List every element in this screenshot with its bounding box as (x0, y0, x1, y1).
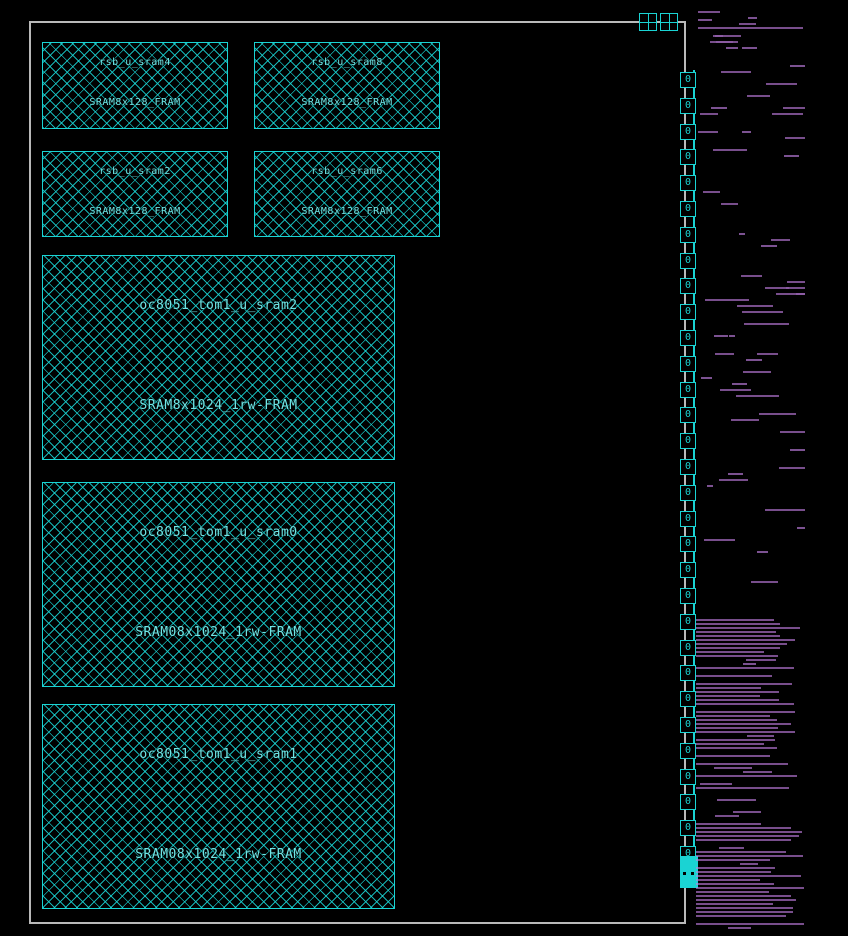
io-pad[interactable]: 0 (680, 433, 696, 449)
io-pad-label: 0 (684, 151, 692, 162)
io-pad[interactable]: 0 (680, 382, 696, 398)
io-pad[interactable]: 0 (680, 717, 696, 733)
sram-macro-rsb-u-sram2[interactable]: rsb_u_sram2 SRAM8x128_FRAM (42, 151, 228, 237)
sram-macro-rsb-u-sram6[interactable]: rsb_u_sram6 SRAM8x128_FRAM (254, 151, 440, 237)
corner-pad-icon[interactable] (639, 13, 657, 31)
io-pad-label: 0 (684, 203, 692, 214)
io-pad-label: 0 (684, 229, 692, 240)
macro-cell-label: SRAM8x1024_1rw-FRAM (139, 398, 298, 413)
io-pad[interactable]: 0 (680, 562, 696, 578)
io-pad-label: 0 (684, 642, 692, 653)
io-pad-label: 0 (684, 384, 692, 395)
io-pad[interactable]: 0 (680, 407, 696, 423)
io-pad-label: 0 (684, 487, 692, 498)
io-pad[interactable]: 0 (680, 691, 696, 707)
io-pad-label: 0 (684, 100, 692, 111)
macro-instance-label: oc8051_tom1_u_sram1 (139, 747, 298, 762)
macro-instance-label: rsb_u_sram2 (99, 166, 171, 177)
io-pad[interactable]: 0 (680, 149, 696, 165)
io-pad[interactable]: 0 (680, 253, 696, 269)
io-pad[interactable]: 0 (680, 201, 696, 217)
sram-macro-oc8051-u-sram1[interactable]: oc8051_tom1_u_sram1 SRAM08x1024_1rw-FRAM (42, 704, 395, 909)
io-pad-label: 0 (684, 564, 692, 575)
io-pad[interactable]: 0 (680, 459, 696, 475)
io-pad-label: 0 (684, 745, 692, 756)
io-pad-label: 0 (684, 409, 692, 420)
io-pad-label: 0 (684, 255, 692, 266)
io-pad-label: 0 (684, 461, 692, 472)
io-pad-label: 0 (684, 667, 692, 678)
macro-instance-label: oc8051_tom1_u_sram0 (139, 525, 298, 540)
io-pad[interactable]: 0 (680, 175, 696, 191)
io-pad[interactable]: 0 (680, 124, 696, 140)
io-pad[interactable]: 0 (680, 330, 696, 346)
io-pad-label: 0 (684, 848, 692, 859)
io-pad[interactable]: 0 (680, 356, 696, 372)
macro-instance-label: rsb_u_sram6 (311, 166, 383, 177)
power-rail (693, 70, 695, 888)
sram-macro-rsb-u-sram8[interactable]: rsb_u_sram8 SRAM8x128_FRAM (254, 42, 440, 129)
io-pad-label: 0 (684, 719, 692, 730)
macro-cell-label: SRAM08x1024_1rw-FRAM (135, 847, 302, 862)
io-pad[interactable]: 0 (680, 665, 696, 681)
macro-instance-label: rsb_u_sram4 (99, 57, 171, 68)
io-pad-label: 0 (684, 306, 692, 317)
io-pad-label: 0 (684, 616, 692, 627)
io-pad-label: 0 (684, 280, 692, 291)
io-pad-label: 0 (684, 822, 692, 833)
io-pad-label: 0 (684, 358, 692, 369)
io-pad[interactable]: 0 (680, 98, 696, 114)
io-pad[interactable]: 0 (680, 536, 696, 552)
macro-cell-label: SRAM8x128_FRAM (89, 206, 181, 217)
io-pad[interactable]: 0 (680, 794, 696, 810)
filler-cell-block[interactable] (680, 856, 698, 888)
io-pad[interactable]: 0 (680, 614, 696, 630)
io-pad[interactable]: 0 (680, 511, 696, 527)
io-pad[interactable]: 0 (680, 304, 696, 320)
macro-cell-label: SRAM8x128_FRAM (301, 97, 393, 108)
io-pad-label: 0 (684, 796, 692, 807)
io-pad-label: 0 (684, 332, 692, 343)
macro-instance-label: oc8051_tom1_u_sram2 (139, 298, 298, 313)
corner-pad-icon[interactable] (660, 13, 678, 31)
macro-cell-label: SRAM8x128_FRAM (301, 206, 393, 217)
sram-macro-rsb-u-sram4[interactable]: rsb_u_sram4 SRAM8x128_FRAM (42, 42, 228, 129)
io-pad[interactable]: 0 (680, 227, 696, 243)
io-pad[interactable]: 0 (680, 485, 696, 501)
io-pad-label: 0 (684, 513, 692, 524)
sram-macro-oc8051-u-sram2[interactable]: oc8051_tom1_u_sram2 SRAM8x1024_1rw-FRAM (42, 255, 395, 460)
io-pad-label: 0 (684, 693, 692, 704)
io-pad[interactable]: 0 (680, 743, 696, 759)
io-pad[interactable]: 0 (680, 820, 696, 836)
io-pad-label: 0 (684, 74, 692, 85)
io-pad-label: 0 (684, 538, 692, 549)
io-pad[interactable]: 0 (680, 72, 696, 88)
macro-cell-label: SRAM8x128_FRAM (89, 97, 181, 108)
io-pad[interactable]: 0 (680, 278, 696, 294)
macro-cell-label: SRAM08x1024_1rw-FRAM (135, 625, 302, 640)
macro-instance-label: rsb_u_sram8 (311, 57, 383, 68)
io-pad[interactable]: 0 (680, 588, 696, 604)
io-pad[interactable]: 0 (680, 640, 696, 656)
io-pad-label: 0 (684, 771, 692, 782)
io-pad[interactable]: 0 (680, 769, 696, 785)
sram-macro-oc8051-u-sram0[interactable]: oc8051_tom1_u_sram0 SRAM08x1024_1rw-FRAM (42, 482, 395, 687)
io-pad-label: 0 (684, 177, 692, 188)
io-pad-label: 0 (684, 590, 692, 601)
io-pad-label: 0 (684, 126, 692, 137)
io-pad-label: 0 (684, 435, 692, 446)
